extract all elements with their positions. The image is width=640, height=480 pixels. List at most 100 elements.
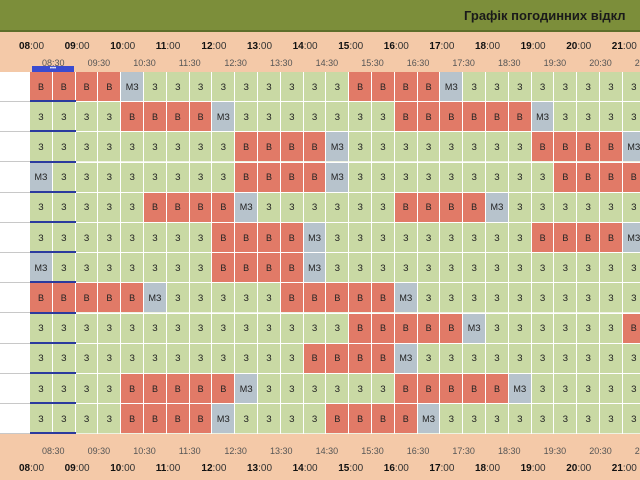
half-hour-label: 14:30 — [315, 58, 339, 68]
schedule-cell: В — [554, 132, 577, 162]
schedule-cell: З — [52, 253, 75, 283]
schedule-cell: З — [212, 162, 235, 192]
schedule-cell: З — [98, 162, 121, 192]
half-hour-label: 15:30 — [361, 58, 384, 68]
schedule-cell: З — [326, 192, 349, 222]
hour-digits: 14 — [292, 463, 304, 474]
schedule-cell: В — [75, 72, 98, 101]
schedule-cell: В — [394, 192, 417, 222]
schedule-cell: МЗ — [622, 132, 640, 162]
schedule-cell: З — [531, 283, 554, 313]
schedule-cell: В — [600, 132, 622, 162]
schedule-cell: З — [349, 374, 372, 403]
schedule-cell: З — [326, 313, 349, 343]
schedule-cell: З — [531, 313, 554, 343]
schedule-cell: В — [303, 162, 326, 192]
schedule-cell: З — [394, 253, 417, 283]
schedule-cell: В — [394, 72, 417, 101]
hour-digits: 17 — [429, 463, 441, 474]
schedule-cell: З — [75, 374, 98, 403]
schedule-cell: З — [326, 253, 349, 283]
top-hour-label: 20:00 — [566, 41, 591, 52]
schedule-cell: МЗ — [394, 343, 417, 373]
top-hour-label: 17:00 — [429, 41, 454, 52]
schedule-cell: В — [417, 102, 440, 132]
schedule-cell: З — [144, 313, 166, 343]
group-row-label — [0, 404, 30, 435]
schedule-cell: З — [144, 343, 166, 373]
hour-digits: 15 — [338, 463, 350, 474]
schedule-cell: З — [52, 192, 75, 222]
schedule-cell: З — [98, 102, 121, 132]
schedule-cell: З — [531, 374, 554, 403]
schedule-cell: З — [303, 404, 326, 434]
schedule-cell: З — [554, 192, 577, 222]
schedule-cell: З — [600, 253, 622, 283]
schedule-cell: З — [52, 374, 75, 403]
schedule-cell: З — [144, 132, 166, 162]
schedule-cell: В — [372, 343, 394, 373]
schedule-cell: З — [30, 343, 52, 373]
schedule-cell: В — [98, 72, 121, 101]
hour-minutes: :00 — [349, 41, 364, 52]
schedule-cell: В — [189, 192, 212, 222]
schedule-cell: З — [303, 102, 326, 132]
schedule-cell: З — [372, 102, 394, 132]
schedule-cell: З — [577, 374, 600, 403]
schedule-cell: З — [486, 283, 508, 313]
schedule-cell: З — [440, 162, 463, 192]
schedule-cell: В — [349, 313, 372, 343]
top-hour-label: 12:00 — [201, 41, 226, 52]
schedule-cell: В — [258, 162, 280, 192]
schedule-cell: В — [326, 343, 349, 373]
schedule-cell: З — [189, 72, 212, 101]
schedule-cell: З — [508, 72, 531, 101]
schedule-cell: В — [372, 72, 394, 101]
schedule-cell: З — [52, 404, 75, 434]
hour-digits: 10 — [110, 463, 122, 474]
schedule-cell: В — [326, 283, 349, 313]
schedule-cell: МЗ — [486, 192, 508, 222]
schedule-cell: В — [440, 102, 463, 132]
hour-minutes: :00 — [349, 463, 364, 474]
grid-row-divider — [30, 252, 640, 254]
schedule-cell: З — [98, 253, 121, 283]
schedule-cell: З — [166, 162, 189, 192]
group-row-label — [0, 374, 30, 404]
hour-digits: 16 — [383, 463, 395, 474]
bottom-hour-label: 09:00 — [65, 463, 90, 474]
half-hour-label: 12:30 — [224, 446, 247, 456]
schedule-cell: З — [280, 374, 303, 403]
hour-minutes: :00 — [30, 463, 45, 474]
schedule-cell: В — [303, 132, 326, 162]
schedule-cell: З — [554, 343, 577, 373]
schedule-cell: З — [258, 102, 280, 132]
top-hour-label: 08:00 — [19, 41, 44, 52]
half-hour-label: 18:30 — [498, 446, 521, 456]
schedule-cell: В — [417, 374, 440, 403]
schedule-cell: З — [394, 223, 417, 252]
schedule-cell: З — [508, 132, 531, 162]
schedule-cell: З — [349, 192, 372, 222]
schedule-cell: З — [166, 313, 189, 343]
half-hour-label: 08:30 — [42, 58, 65, 68]
hour-minutes: :00 — [212, 463, 227, 474]
bottom-hour-label: 19:00 — [521, 463, 546, 474]
bottom-hour-label: 20:00 — [566, 463, 591, 474]
schedule-cell: В — [372, 404, 394, 434]
schedule-cell: З — [303, 313, 326, 343]
group-row-label — [0, 163, 30, 193]
schedule-cell: З — [508, 283, 531, 313]
schedule-cell: З — [600, 343, 622, 373]
top-hour-label: 13:00 — [247, 41, 272, 52]
schedule-cell: В — [212, 223, 235, 252]
top-hour-label: 19:00 — [521, 41, 546, 52]
schedule-cell: В — [258, 223, 280, 252]
schedule-cell: З — [486, 223, 508, 252]
half-hour-label: 16:30 — [406, 58, 430, 68]
schedule-cell: МЗ — [303, 223, 326, 252]
half-hour-label: 09:30 — [87, 446, 111, 456]
schedule-cell: В — [166, 374, 189, 403]
schedule-cell: МЗ — [463, 313, 486, 343]
schedule-cell: В — [394, 404, 417, 434]
